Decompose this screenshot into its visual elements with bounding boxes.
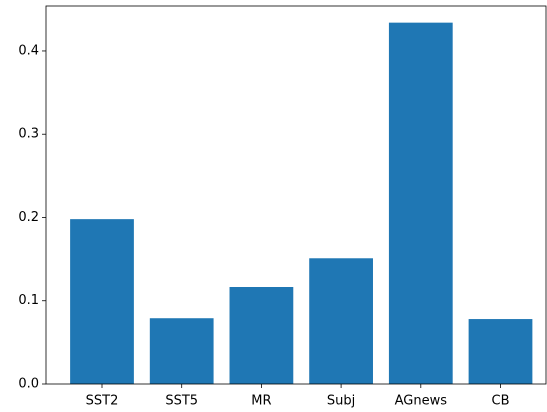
y-tick-label: 0.1: [18, 293, 39, 308]
x-tick-label: MR: [251, 394, 271, 409]
y-tick-label: 0.2: [18, 210, 39, 225]
plot-frame: [45, 5, 547, 385]
x-tick-label: Subj: [327, 394, 355, 409]
x-tick-label: SST5: [165, 394, 198, 409]
x-tick-label: CB: [492, 394, 510, 409]
y-tick-label: 0.4: [18, 43, 39, 58]
bar: [229, 287, 294, 384]
y-tick-label: 0.3: [18, 127, 39, 142]
x-tick-label: AGnews: [395, 394, 448, 409]
bar: [70, 219, 134, 384]
y-tick-label: 0.0: [18, 377, 39, 392]
x-tick-label: SST2: [86, 394, 119, 409]
bar: [468, 319, 533, 384]
bar: [149, 318, 214, 384]
bar: [388, 22, 453, 385]
bar: [309, 258, 373, 384]
